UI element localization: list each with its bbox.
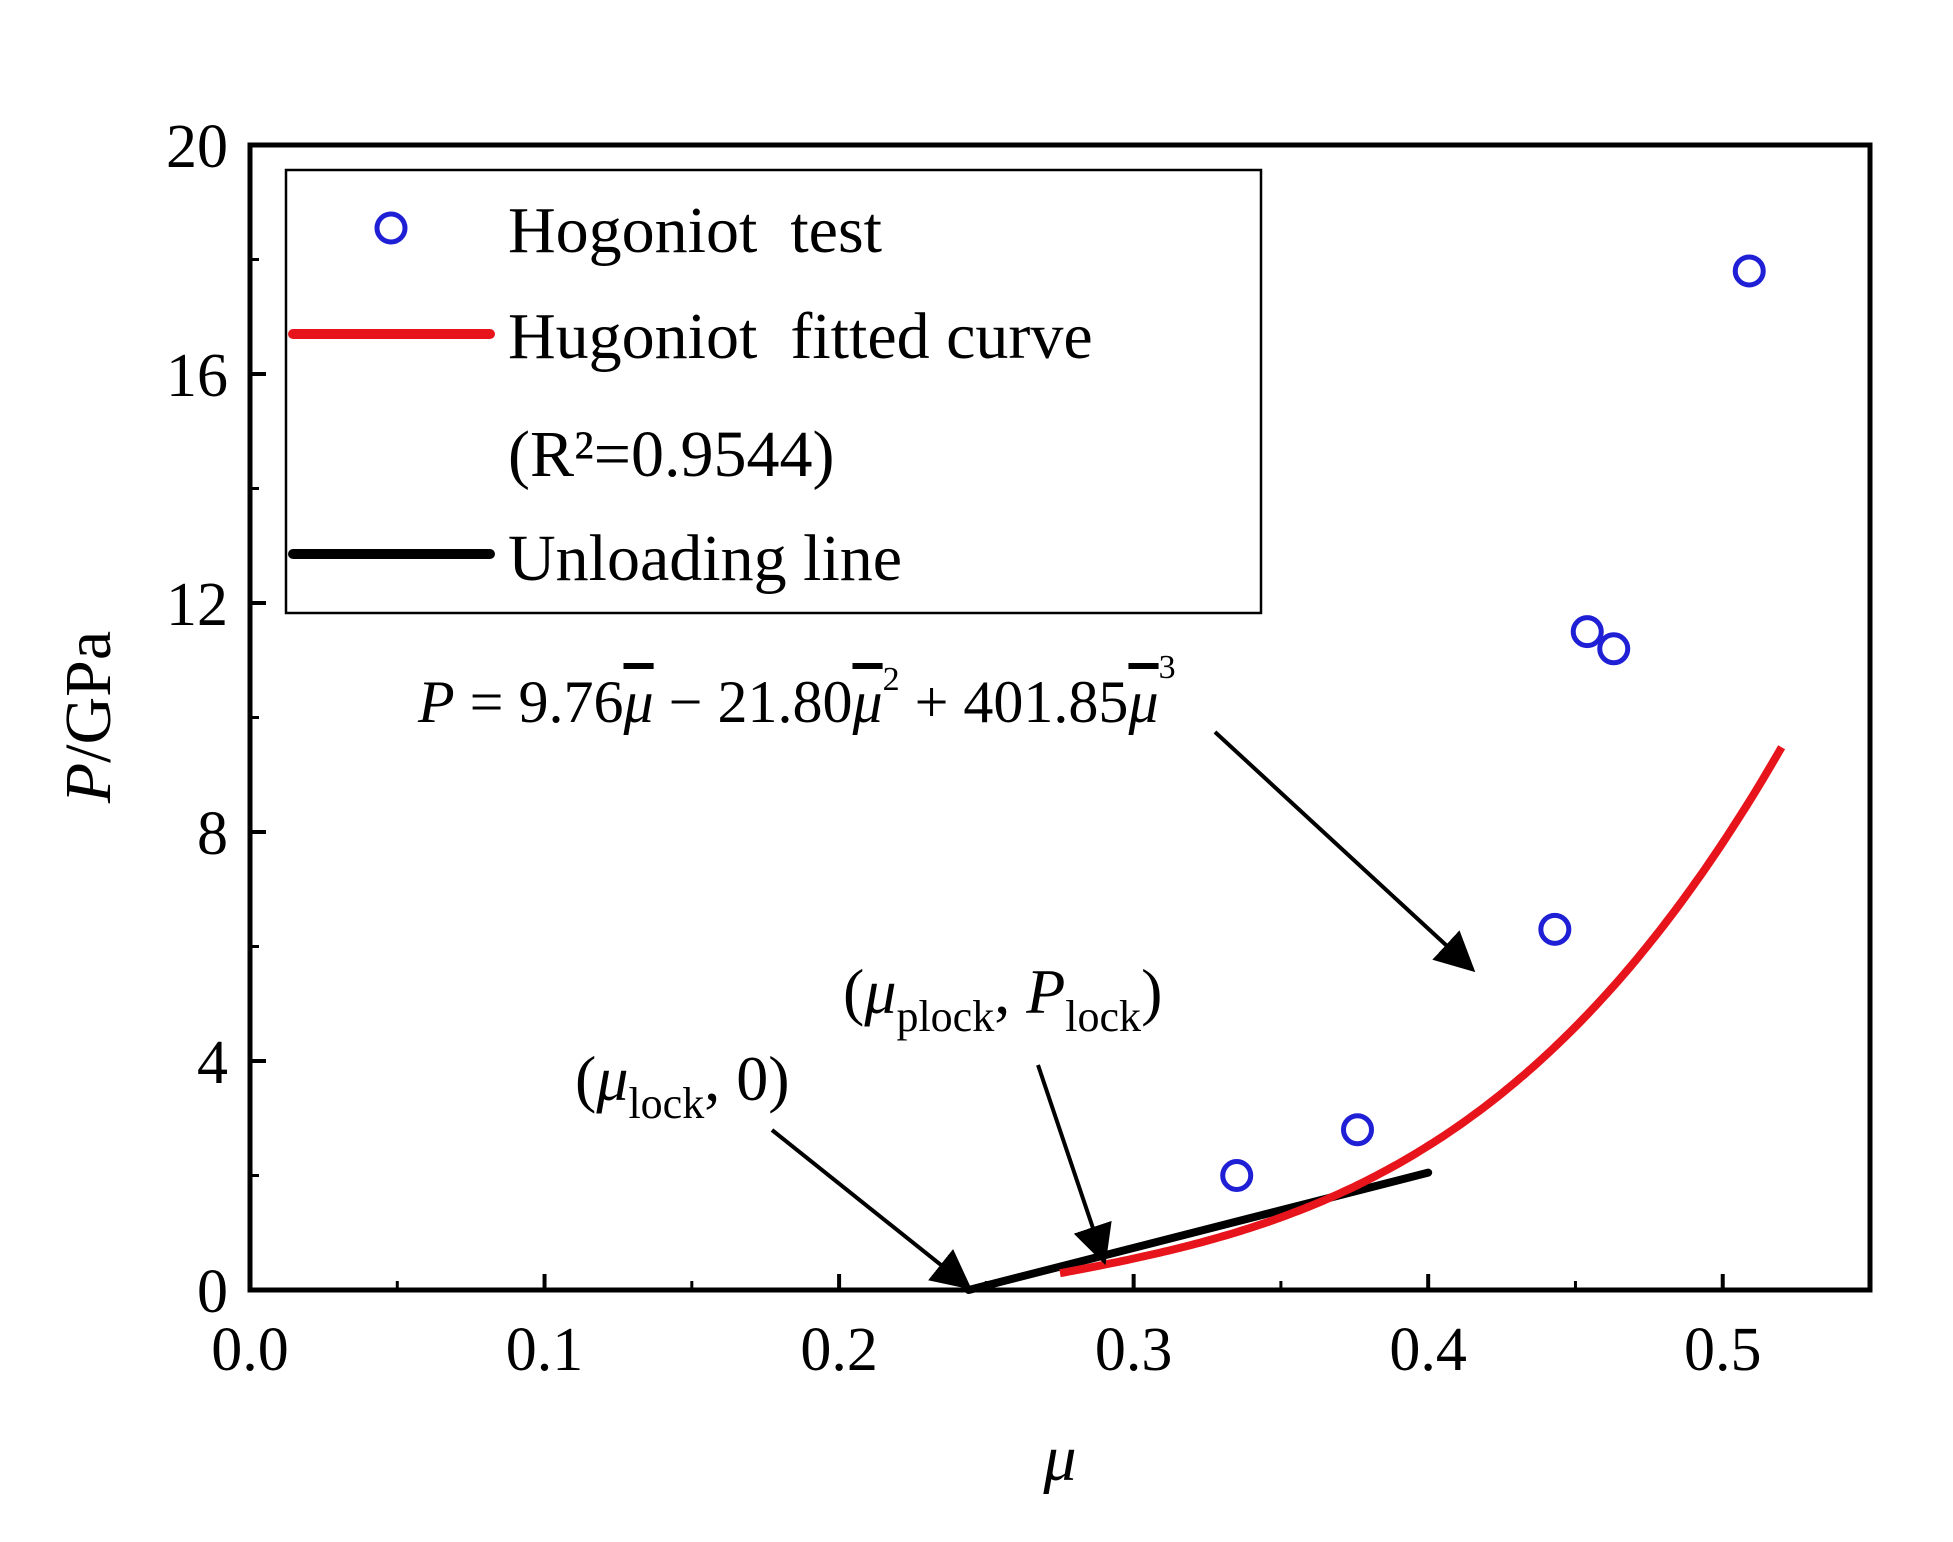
eq-p: P xyxy=(417,669,455,735)
plock-comma: , xyxy=(994,956,1026,1027)
equation-arrow xyxy=(1213,730,1476,973)
legend-label-r2: (R²=0.9544) xyxy=(508,418,835,491)
eq-term3-coef: + 401.85 xyxy=(900,669,1129,735)
lock-label: (μlock, 0) xyxy=(575,1043,790,1128)
plock-sub1: plock xyxy=(896,992,994,1041)
eq-sup-3: 3 xyxy=(1159,649,1176,686)
plock-p: P xyxy=(1025,956,1065,1027)
x-tick-label: 0.5 xyxy=(1684,1316,1762,1384)
eq-term2-coef: − 21.80 xyxy=(654,669,853,735)
axis-tick-labels: 0.0 0.1 0.2 0.3 0.4 0.5 0 4 8 12 16 20 xyxy=(166,113,1761,1384)
hogoniot-test-point xyxy=(1340,1113,1374,1147)
legend-box xyxy=(284,168,1263,615)
eq-mu-1: μ xyxy=(623,669,654,735)
lock-mu: μ xyxy=(595,1043,628,1114)
legend-label-fitted: Hugoniot fitted curve xyxy=(508,300,1093,373)
plock-mu: μ xyxy=(863,956,896,1027)
x-tick-label: 0.3 xyxy=(1095,1316,1173,1384)
y-tick-label: 8 xyxy=(197,800,228,868)
y-tick-label: 20 xyxy=(166,113,228,181)
lock-rest: , 0) xyxy=(704,1043,789,1114)
y-axis-title-italic: P xyxy=(52,763,125,804)
legend-marker-test xyxy=(374,211,408,245)
lock-open: ( xyxy=(575,1043,596,1114)
hogoniot-test-point xyxy=(1732,254,1766,288)
x-tick-label: 0.4 xyxy=(1389,1316,1467,1384)
fit-equation: P = 9.76μ − 21.80μ2 + 401.85μ3 xyxy=(417,649,1176,735)
annotation-arrows xyxy=(770,730,1476,1290)
eq-mu-2: μ xyxy=(851,669,882,735)
legend-label-test: Hogoniot test xyxy=(508,194,882,267)
plock-close: ) xyxy=(1141,956,1162,1027)
x-tick-label: 0.1 xyxy=(506,1316,584,1384)
y-tick-label: 12 xyxy=(166,571,228,639)
x-tick-label: 0.2 xyxy=(800,1316,878,1384)
axis-ticks xyxy=(248,143,1725,1292)
plock-open: ( xyxy=(843,956,864,1027)
lock-arrow xyxy=(770,1128,972,1290)
hogoniot-test-point xyxy=(1220,1159,1254,1192)
y-axis-title: P/GPa xyxy=(52,631,125,804)
series-lines xyxy=(964,745,1786,1294)
lock-sub1: lock xyxy=(628,1079,704,1128)
plock-arrow xyxy=(1036,1064,1112,1266)
hogoniot-test-point xyxy=(1538,912,1572,946)
hogoniot-test-point xyxy=(1597,632,1631,666)
x-tick-label: 0.0 xyxy=(211,1316,289,1384)
legend-label-unloading: Unloading line xyxy=(508,522,902,595)
plock-sub2: lock xyxy=(1065,992,1141,1041)
eq-sup-2: 2 xyxy=(883,661,900,698)
series-points xyxy=(1220,254,1766,1192)
y-tick-label: 16 xyxy=(166,342,228,410)
y-axis-title-unit: /GPa xyxy=(52,631,125,763)
hugoniot-fitted-curve xyxy=(1059,745,1786,1278)
y-tick-label: 0 xyxy=(197,1258,228,1326)
plock-label: (μplock, Plock) xyxy=(843,956,1162,1041)
y-tick-label: 4 xyxy=(197,1029,228,1097)
legend: Hogoniot test Hugoniot fitted curve (R²=… xyxy=(284,168,1263,615)
x-axis-title: μ xyxy=(1042,1422,1076,1495)
hogoniot-test-point xyxy=(1570,615,1604,649)
eq-mu-3: μ xyxy=(1127,669,1158,735)
eq-term1-coef: = 9.76 xyxy=(455,669,624,735)
